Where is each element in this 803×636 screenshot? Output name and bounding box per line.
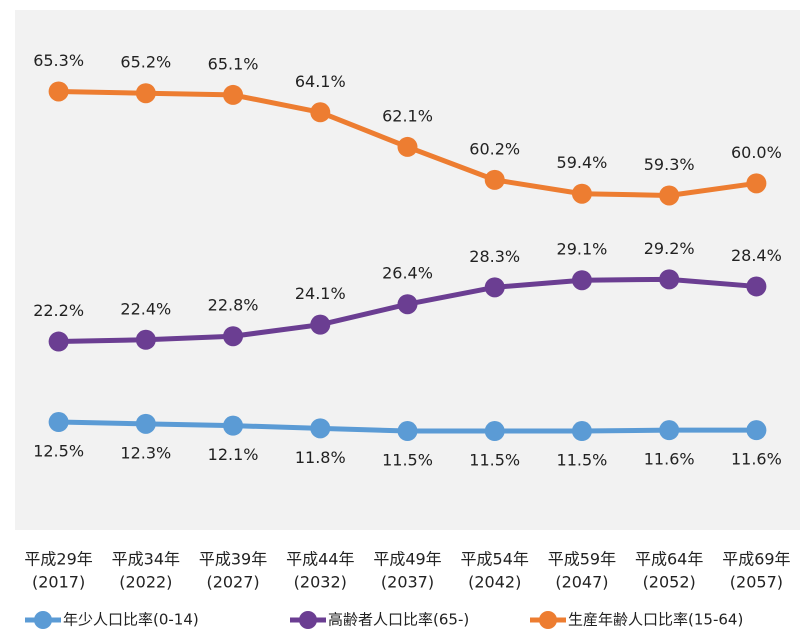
- point: [571, 270, 592, 291]
- data-label: 62.1%: [382, 106, 433, 125]
- point: [135, 413, 156, 434]
- point: [484, 169, 505, 190]
- data-label: 29.2%: [644, 239, 695, 258]
- x-tick-label: (2047): [555, 573, 608, 592]
- data-label: 11.5%: [557, 451, 608, 470]
- data-label: 65.3%: [33, 51, 84, 70]
- point: [223, 415, 244, 436]
- point: [484, 421, 505, 442]
- x-tick-label: (2042): [468, 573, 521, 592]
- point: [746, 173, 767, 194]
- x-tick-label: 平成44年: [286, 550, 354, 569]
- data-label: 60.0%: [731, 143, 782, 162]
- data-label: 11.5%: [469, 451, 520, 470]
- data-label: 64.1%: [295, 72, 346, 91]
- data-label: 59.4%: [557, 153, 608, 172]
- point: [223, 326, 244, 347]
- x-tick-label: (2037): [381, 573, 434, 592]
- data-label: 28.3%: [469, 247, 520, 266]
- x-tick-label: 平成54年: [461, 550, 529, 569]
- x-tick-label: (2052): [643, 573, 696, 592]
- x-tick-label: 平成39年: [199, 550, 267, 569]
- data-label: 60.2%: [469, 139, 520, 158]
- data-label: 24.1%: [295, 284, 346, 303]
- x-tick-label: 平成64年: [635, 550, 703, 569]
- point: [571, 183, 592, 204]
- x-tick-label: (2022): [119, 573, 172, 592]
- point: [659, 420, 680, 441]
- x-tick-label: 平成69年: [722, 550, 790, 569]
- data-label: 28.4%: [731, 246, 782, 265]
- point: [659, 269, 680, 290]
- data-label: 59.3%: [644, 155, 695, 174]
- x-tick-label: 平成49年: [373, 550, 441, 569]
- legend-label: 年少人口比率(0-14): [63, 611, 199, 629]
- x-tick-label: 平成59年: [548, 550, 616, 569]
- point: [397, 136, 418, 157]
- point: [135, 329, 156, 350]
- data-label: 11.6%: [731, 450, 782, 469]
- legend-marker: [299, 611, 317, 629]
- point: [135, 83, 156, 104]
- point: [571, 421, 592, 442]
- data-label: 29.1%: [557, 240, 608, 259]
- x-tick-label: 平成34年: [112, 550, 180, 569]
- point: [746, 420, 767, 441]
- point: [484, 277, 505, 298]
- data-label: 22.8%: [208, 296, 259, 315]
- legend-label: 生産年齢人口比率(15-64): [568, 611, 743, 629]
- data-label: 11.8%: [295, 448, 346, 467]
- data-label: 11.6%: [644, 450, 695, 469]
- data-label: 22.2%: [33, 301, 84, 320]
- point: [397, 294, 418, 315]
- data-label: 26.4%: [382, 264, 433, 283]
- x-tick-label: 平成29年: [24, 550, 92, 569]
- data-label: 65.2%: [120, 53, 171, 72]
- x-tick-label: (2017): [32, 573, 85, 592]
- data-label: 12.1%: [208, 445, 259, 464]
- point: [310, 102, 331, 123]
- point: [48, 331, 69, 352]
- x-tick-label: (2057): [730, 573, 783, 592]
- point: [310, 314, 331, 335]
- x-tick-label: (2027): [206, 573, 259, 592]
- point: [223, 84, 244, 105]
- legend-marker: [539, 611, 557, 629]
- point: [659, 185, 680, 206]
- data-label: 11.5%: [382, 451, 433, 470]
- point: [397, 421, 418, 442]
- data-label: 65.1%: [208, 54, 259, 73]
- data-label: 22.4%: [120, 299, 171, 318]
- data-label: 12.3%: [120, 443, 171, 462]
- point: [48, 81, 69, 102]
- legend-label: 高齢者人口比率(65-): [328, 611, 469, 629]
- point: [310, 418, 331, 439]
- point: [746, 276, 767, 297]
- x-tick-label: (2032): [294, 573, 347, 592]
- point: [48, 412, 69, 433]
- data-label: 12.5%: [33, 442, 84, 461]
- legend-marker: [34, 611, 52, 629]
